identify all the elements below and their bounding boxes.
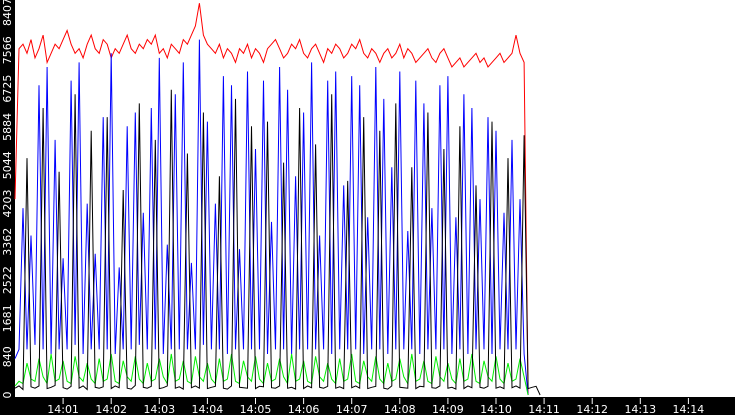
x-tick-label: 14:14	[673, 403, 705, 415]
y-tick-label: 8407	[1, 0, 14, 26]
x-tick-label: 14:04	[192, 403, 224, 415]
y-tick-label: 2522	[1, 266, 14, 294]
x-tick-label: 14:10	[480, 403, 512, 415]
y-tick-label: 4203	[1, 190, 14, 218]
series-layer	[14, 3, 541, 396]
x-tick-label: 14:12	[576, 403, 608, 415]
x-tick-label: 14:09	[432, 403, 464, 415]
y-tick-label: 3362	[1, 228, 14, 256]
series-line-1	[14, 39, 529, 396]
x-tick-label: 14:11	[528, 403, 560, 415]
y-tick-label: 840	[1, 346, 14, 367]
x-tick-label: 14:05	[240, 403, 272, 415]
x-tick-label: 14:01	[47, 403, 79, 415]
y-tick-label: 0	[1, 392, 14, 399]
series-line-3	[14, 89, 541, 396]
y-tick-label: 7566	[1, 36, 14, 64]
y-tick-label: 1681	[1, 304, 14, 332]
series-line-0	[14, 3, 529, 396]
y-tick-label: 6725	[1, 75, 14, 103]
x-tick-label: 14:02	[95, 403, 127, 415]
x-axis: 14:01 14:02 14:03 14:04 14:05 14:06 14:07 14:08…	[47, 398, 704, 415]
x-tick-label: 14:03	[143, 403, 175, 415]
x-tick-label: 14:08	[384, 403, 416, 415]
x-tick-label: 14:06	[288, 403, 320, 415]
x-tick-label: 14:07	[336, 403, 368, 415]
x-tick-label: 14:13	[624, 403, 656, 415]
y-tick-label: 5884	[1, 113, 14, 141]
y-tick-label: 5044	[1, 151, 14, 179]
plot-background	[15, 0, 735, 397]
y-axis: 0 840 1681 2522 3362 4203 5044 5884 6725 7566 8407	[1, 0, 14, 399]
